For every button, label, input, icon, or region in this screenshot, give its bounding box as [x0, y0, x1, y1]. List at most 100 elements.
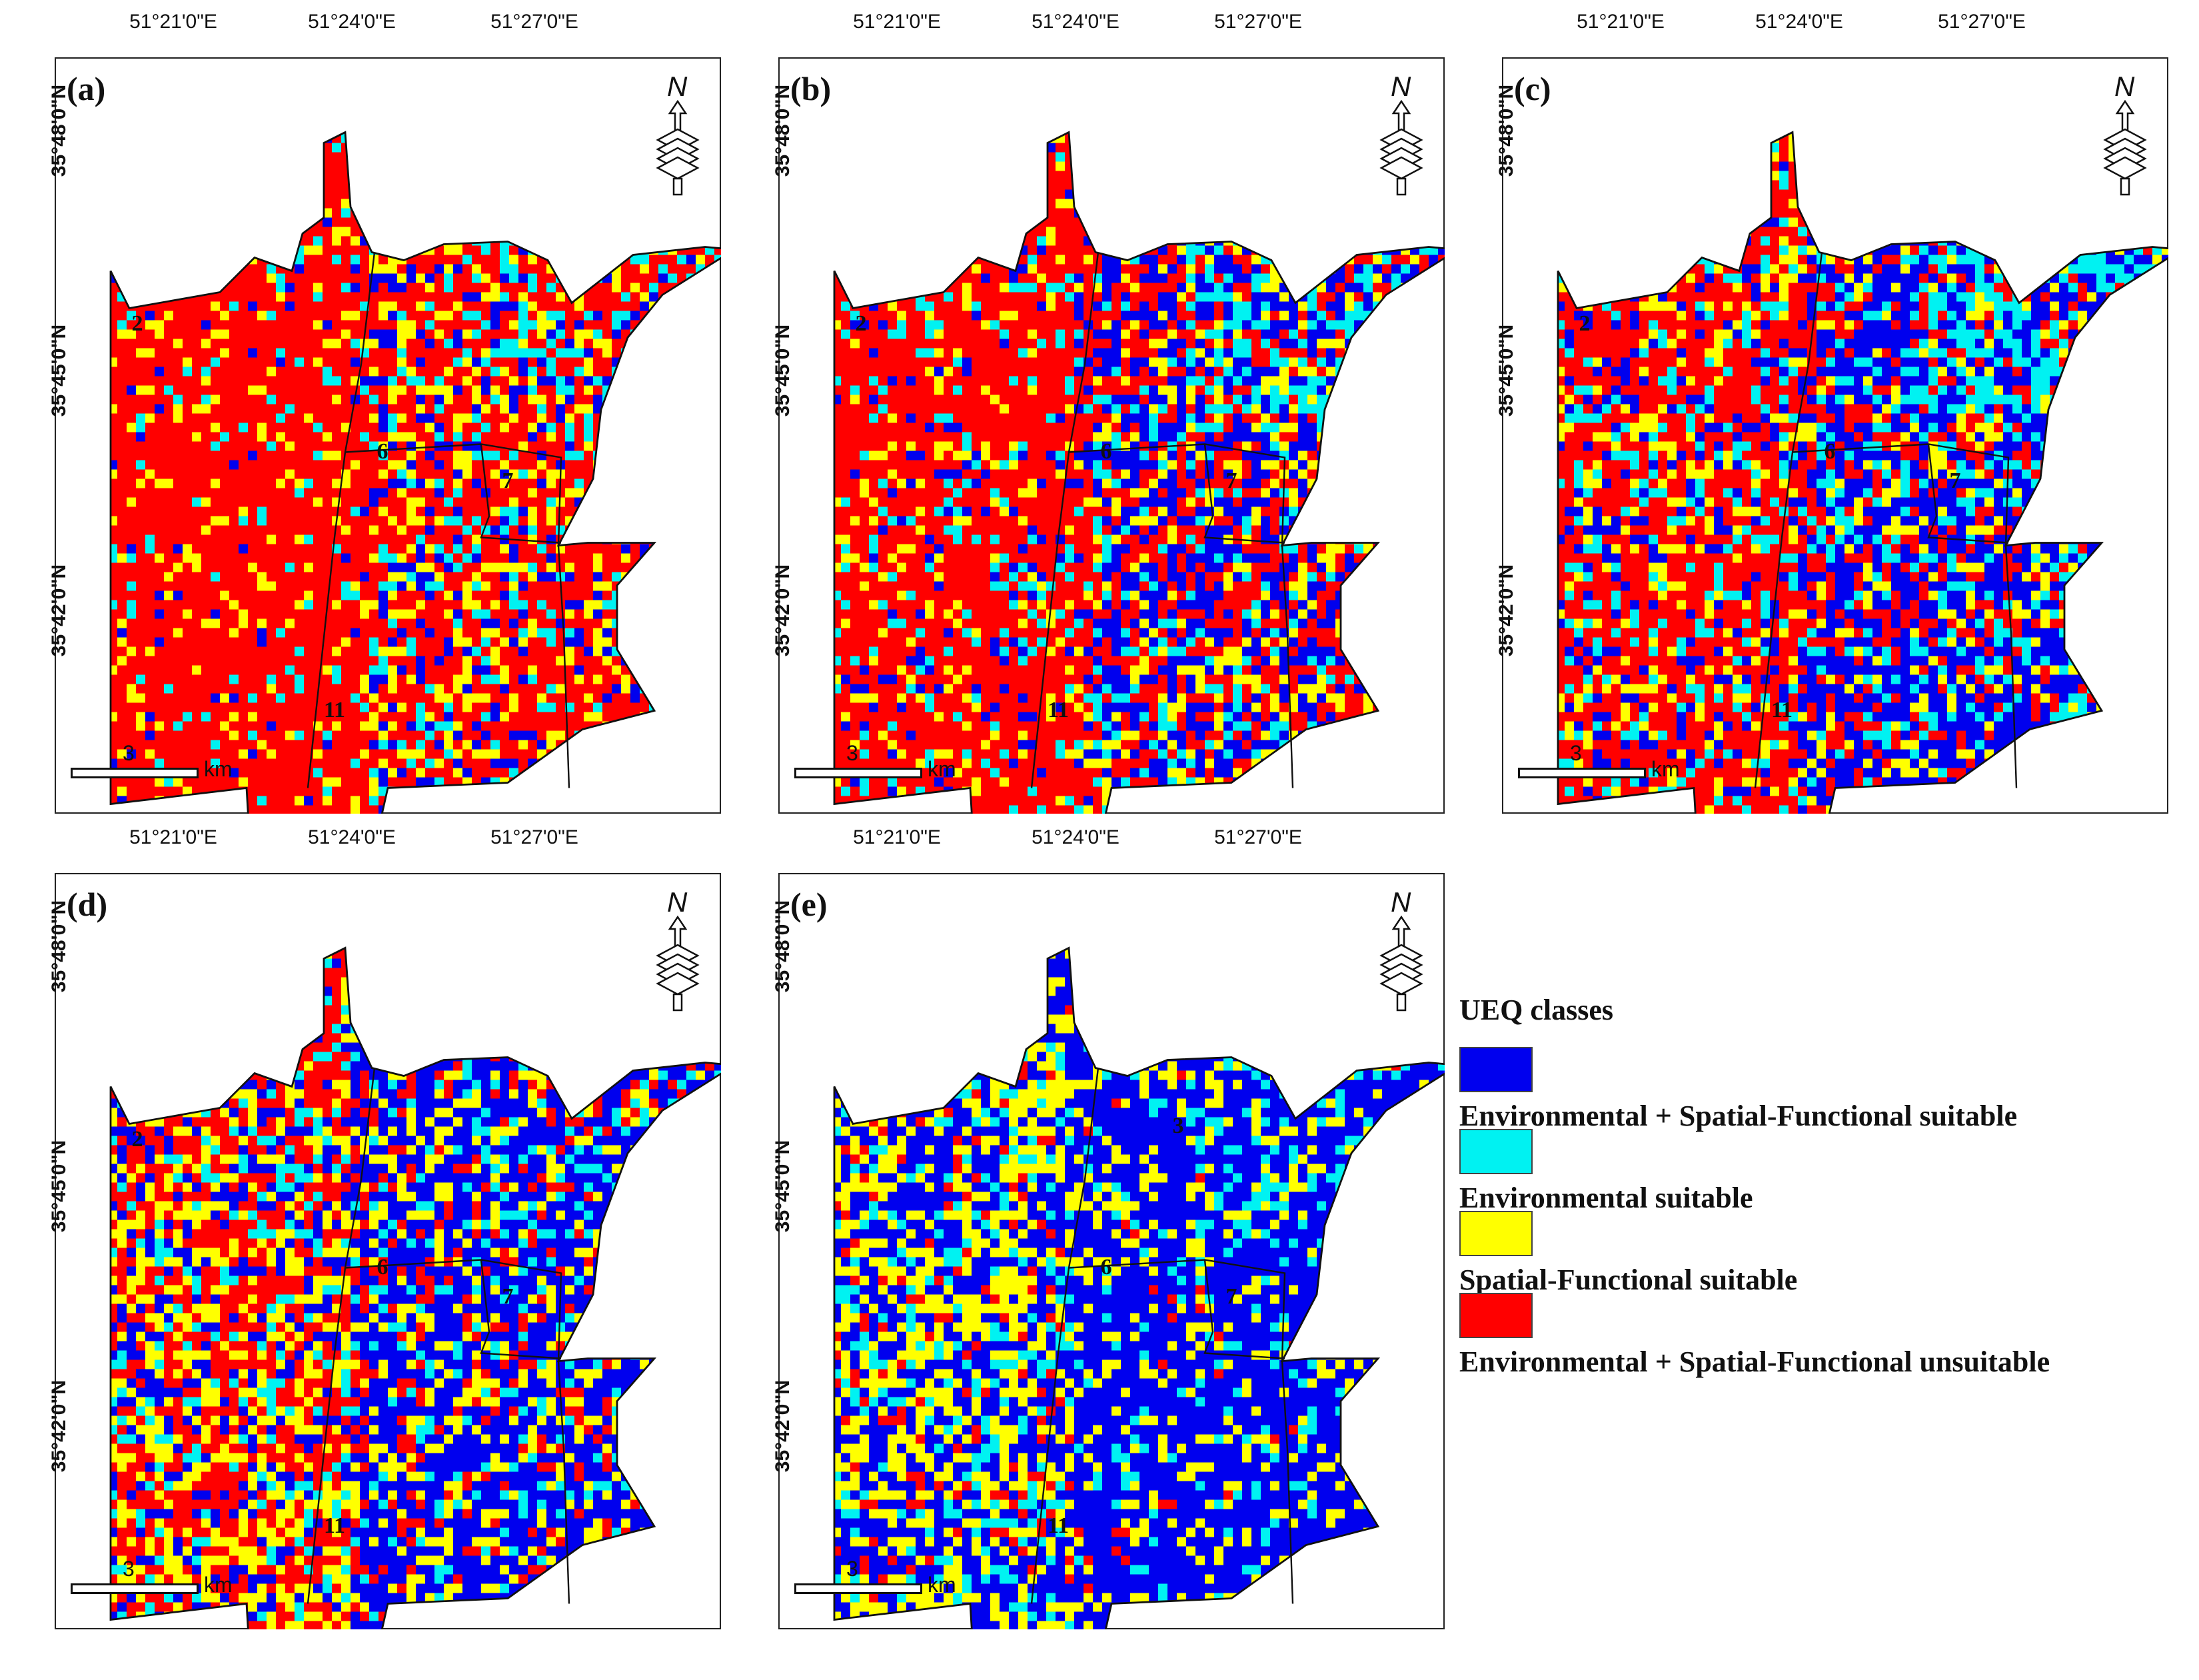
district-boundaries: [1030, 252, 1294, 788]
district-number: 11: [1048, 1513, 1069, 1539]
legend-label: Environmental suitable: [1459, 1181, 1753, 1215]
district-number: 7: [502, 1284, 514, 1309]
district-boundaries: [307, 1068, 570, 1604]
longitude-label: 51°27'0"E: [490, 826, 578, 849]
latitude-label: 35°45'0"N: [772, 314, 794, 427]
district-boundaries: [1030, 1068, 1294, 1604]
district-number: 3: [1173, 1114, 1184, 1139]
latitude-label: 35°45'0"N: [48, 1130, 71, 1243]
north-arrow-icon: N: [1375, 886, 1428, 1020]
district-number: 2: [132, 1127, 143, 1152]
legend-swatch-yellow: [1459, 1211, 1533, 1256]
legend-item-spatial-suitable: Spatial-Functional suitable: [1459, 1211, 2192, 1296]
legend-label: Environmental + Spatial-Functional unsui…: [1459, 1345, 2050, 1379]
district-number: 2: [856, 311, 867, 337]
district-number: 6: [1101, 1255, 1112, 1280]
scale-value: 3: [123, 1557, 135, 1581]
latitude-label: 35°42'0"N: [772, 1369, 794, 1483]
panel-label: (c): [1514, 69, 1551, 108]
legend-item-unsuitable: Environmental + Spatial-Functional unsui…: [1459, 1293, 2192, 1378]
study-area-boundary: [833, 131, 1445, 814]
scale-unit: km: [928, 1573, 956, 1597]
map-panel-d: (d) 51°21'0"E 51°24'0"E 51°27'0"E 35°48'0"N 3…: [48, 826, 721, 1629]
longitude-label: 51°24'0"E: [308, 11, 396, 33]
land-cover-raster: [1558, 132, 2168, 814]
legend-label: Environmental + Spatial-Functional suita…: [1459, 1099, 2017, 1133]
scale-value: 3: [846, 741, 858, 766]
longitude-label: 51°21'0"E: [853, 826, 941, 849]
scale-bar-line: [71, 1583, 199, 1594]
district-number: 6: [377, 439, 388, 464]
map-svg: [1557, 131, 2168, 814]
latitude-label: 35°48'0"N: [48, 890, 71, 1003]
study-area-boundary: [109, 946, 721, 1629]
map-svg: [833, 131, 1445, 814]
panel-frame: [778, 57, 1445, 814]
map-svg: [109, 946, 721, 1629]
scale-bar-line: [1518, 768, 1646, 778]
legend-item-env-suitable: Environmental suitable: [1459, 1129, 2192, 1214]
land-cover-raster: [834, 132, 1445, 814]
district-boundaries: [307, 252, 570, 788]
district-number: 7: [1226, 468, 1237, 494]
map-svg: [833, 946, 1445, 1629]
north-arrow-icon: N: [651, 71, 704, 204]
study-area-boundary: [109, 131, 721, 814]
panel-frame: [1502, 57, 2168, 814]
district-number: 11: [324, 698, 345, 723]
panel-label: (e): [790, 885, 828, 924]
map-panel-a: (a) 51°21'0"E 51°24'0"E 51°27'0"E 35°48'0"N 3…: [48, 11, 721, 814]
map-svg: [109, 131, 721, 814]
map-panel-b: (b) 51°21'0"E 51°24'0"E 51°27'0"E 35°48'0"N 3…: [772, 11, 1445, 814]
scale-bar: 3 km: [71, 741, 264, 784]
latitude-label: 35°42'0"N: [48, 1369, 71, 1483]
panel-label: (a): [67, 69, 105, 108]
panel-frame: [55, 873, 721, 1629]
longitude-label: 51°24'0"E: [1032, 826, 1119, 849]
map-panel-c: (c) 51°21'0"E 51°24'0"E 51°27'0"E 35°48'0"N 3…: [1495, 11, 2168, 814]
latitude-label: 35°48'0"N: [1495, 74, 1518, 187]
district-number: 7: [502, 468, 514, 494]
panel-label: (d): [67, 885, 107, 924]
district-number: 11: [1048, 698, 1069, 723]
scale-bar: 3 km: [794, 1557, 988, 1599]
panel-frame: [778, 873, 1445, 1629]
latitude-label: 35°45'0"N: [48, 314, 71, 427]
longitude-label: 51°27'0"E: [490, 11, 578, 33]
legend-label: Spatial-Functional suitable: [1459, 1263, 1797, 1297]
scale-value: 3: [123, 741, 135, 766]
latitude-label: 35°45'0"N: [772, 1130, 794, 1243]
longitude-label: 51°27'0"E: [1938, 11, 2026, 33]
scale-value: 3: [1570, 741, 1582, 766]
district-number: 2: [1579, 311, 1591, 337]
scale-bar: 3 km: [794, 741, 988, 784]
longitude-label: 51°21'0"E: [1577, 11, 1665, 33]
north-label: N: [667, 71, 687, 103]
latitude-label: 35°42'0"N: [48, 554, 71, 667]
scale-unit: km: [204, 757, 233, 782]
panel-frame: [55, 57, 721, 814]
north-label: N: [1391, 886, 1411, 918]
longitude-label: 51°24'0"E: [308, 826, 396, 849]
longitude-label: 51°27'0"E: [1214, 826, 1302, 849]
land-cover-raster: [111, 132, 721, 814]
legend-item-env-spatial-suitable: Environmental + Spatial-Functional suita…: [1459, 1047, 2192, 1132]
legend-swatch-red: [1459, 1293, 1533, 1338]
north-arrow-icon: N: [1375, 71, 1428, 204]
legend: UEQ classes Environmental + Spatial-Func…: [1459, 993, 2192, 1378]
panel-label: (b): [790, 69, 831, 108]
district-number: 11: [324, 1513, 345, 1539]
study-area-boundary: [1557, 131, 2168, 814]
latitude-label: 35°42'0"N: [1495, 554, 1518, 667]
district-number: 11: [1771, 698, 1793, 723]
district-number: 6: [377, 1255, 388, 1280]
district-number: 2: [132, 311, 143, 337]
north-arrow-icon: N: [2098, 71, 2152, 204]
district-number: 6: [1101, 439, 1112, 464]
north-label: N: [1391, 71, 1411, 103]
north-label: N: [2114, 71, 2134, 103]
study-area-boundary: [833, 946, 1445, 1629]
legend-swatch-blue: [1459, 1047, 1533, 1092]
map-panel-e: (e) 51°21'0"E 51°24'0"E 51°27'0"E 35°48'0"N 3…: [772, 826, 1445, 1629]
north-label: N: [667, 886, 687, 918]
